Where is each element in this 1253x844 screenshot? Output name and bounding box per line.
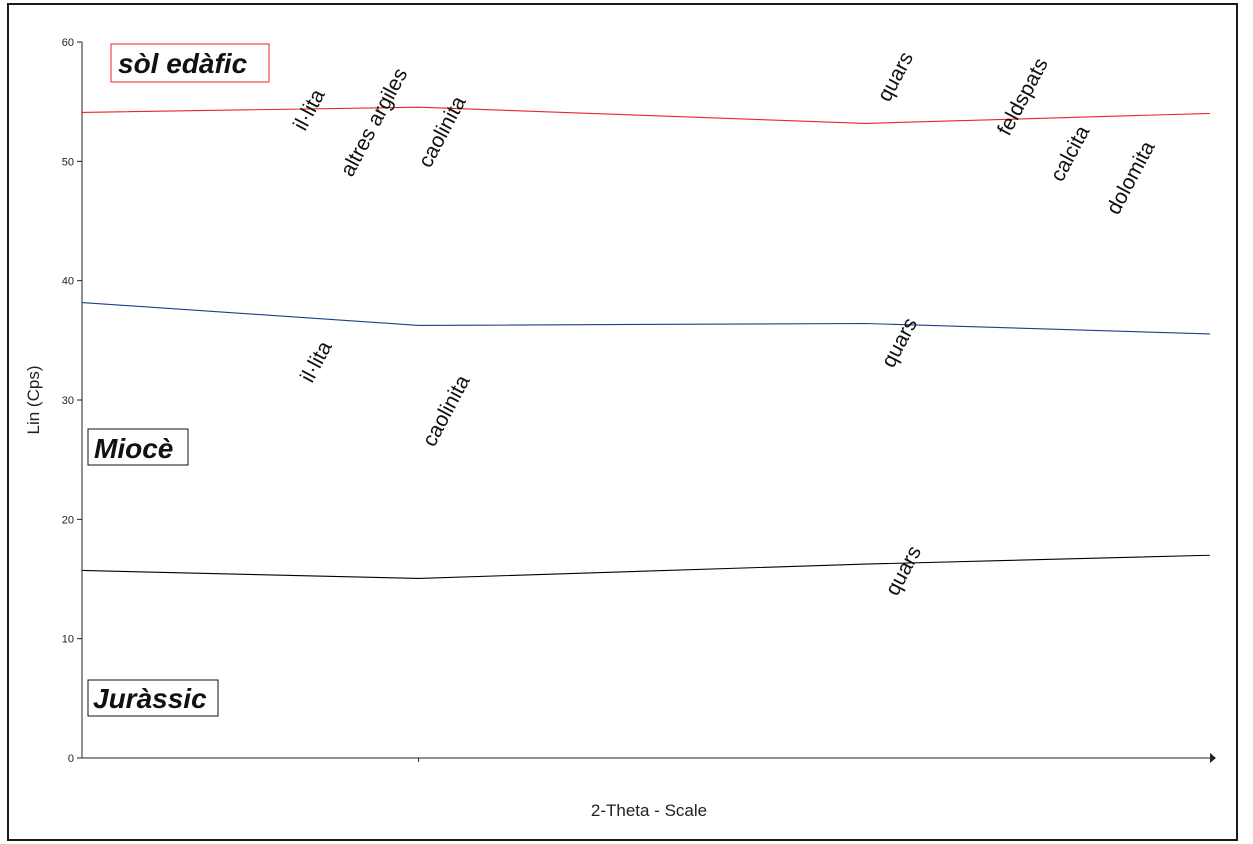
traces-layer	[82, 106, 1210, 579]
legend-box-jurassic	[87, 679, 219, 717]
y-tick-label: 50	[62, 156, 74, 168]
x-ticks: 3102030	[418, 758, 420, 762]
annotation-quars-jurassic: quars	[881, 542, 926, 599]
y-tick-label: 30	[62, 395, 74, 407]
legend-box-mioce	[87, 428, 189, 466]
annotation-calcita: calcita	[1046, 122, 1094, 186]
x-axis-arrowhead	[1210, 753, 1216, 763]
annotation-caolinita-sol: caolinita	[414, 92, 471, 171]
annotation-feldspats: feldspats	[993, 54, 1053, 139]
annotation-quars-sol: quars	[873, 48, 918, 105]
annotation-caolinita-mioce: caolinita	[418, 371, 475, 450]
legend-box-sol	[110, 43, 270, 83]
legend-sol-edafic: sòl edàfic	[118, 48, 248, 79]
trace-mioce	[82, 302, 1210, 335]
y-tick-label: 60	[62, 37, 74, 49]
annotation-altres-argiles: altres argiles	[336, 64, 412, 180]
legend-mioce: Miocè	[94, 433, 173, 464]
annotation-dolomita: dolomita	[1102, 137, 1160, 218]
annotation-quars-mioce: quars	[877, 314, 922, 371]
annotation-illita-mioce: il·lita	[296, 337, 337, 386]
y-tick-label: 0	[68, 753, 74, 765]
y-tick-label: 20	[62, 514, 74, 526]
annotation-illita-sol: il·lita	[289, 85, 330, 134]
y-tick-label: 10	[62, 634, 74, 646]
y-axis-title: Lin (Cps)	[24, 366, 43, 435]
x-axis-title: 2-Theta - Scale	[591, 801, 707, 820]
y-tick-label: 40	[62, 276, 74, 288]
legend-jurassic: Juràssic	[93, 683, 207, 714]
axes	[81, 42, 1216, 763]
y-ticks: 0 10 20 30 40 50 60	[62, 37, 82, 765]
